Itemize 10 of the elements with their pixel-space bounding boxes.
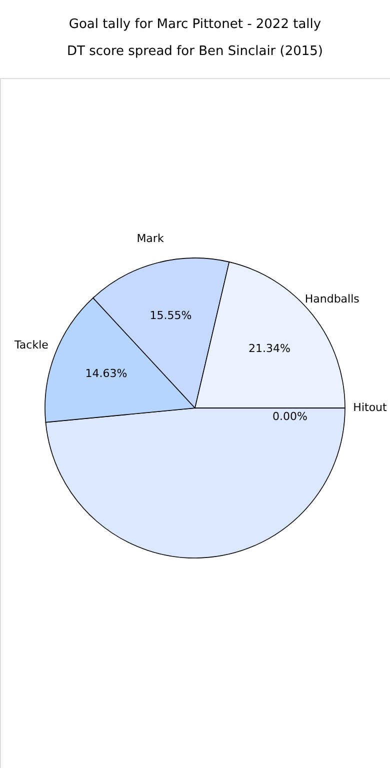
slice-label: Mark: [136, 232, 164, 245]
category-label: Hitout: [353, 401, 387, 414]
slice-label: Tackle: [14, 338, 49, 352]
data-label: 15.55%: [150, 309, 192, 322]
text: 0.00%: [272, 410, 308, 423]
chart-title: Goal tally for Marc Pittonet - 2022 tally: [68, 17, 322, 32]
chart-subtitle: DT score spread for Ben Sinclair (2015): [66, 44, 324, 59]
data-label: 21.34%: [248, 342, 290, 355]
data-label: 14.63%: [85, 367, 128, 380]
slice-label: Handballs: [304, 292, 360, 306]
